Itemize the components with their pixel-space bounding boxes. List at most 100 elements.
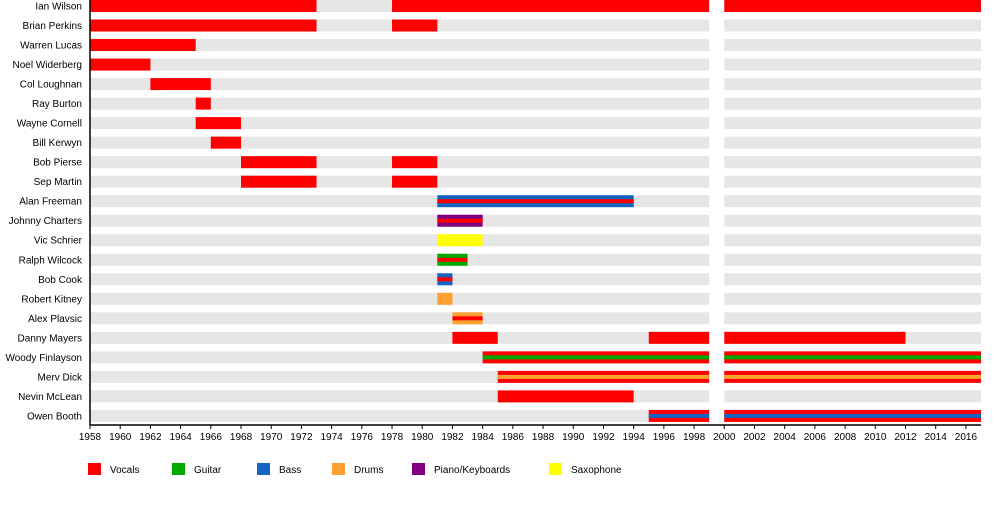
- row-background: [91, 136, 710, 149]
- member-bar: [437, 234, 483, 247]
- x-tick-label: 1966: [200, 432, 223, 443]
- member-label: Brian Perkins: [23, 21, 82, 32]
- legend-label: Piano/Keyboards: [434, 465, 510, 476]
- legend-swatch: [88, 463, 101, 475]
- member-label: Col Loughnan: [20, 80, 82, 91]
- member-bar-stripe: [437, 199, 634, 204]
- x-tick-label: 1960: [109, 432, 132, 443]
- x-tick-label: 2004: [774, 432, 797, 443]
- row-background: [724, 292, 981, 305]
- row-background: [724, 58, 981, 71]
- row-background: [91, 39, 710, 52]
- member-bar: [497, 390, 634, 403]
- row-background: [724, 253, 981, 266]
- member-bar: [437, 292, 453, 305]
- row-background: [724, 390, 981, 403]
- member-bar-stripe: [452, 316, 483, 321]
- row-background: [91, 292, 710, 305]
- row-background: [724, 312, 981, 325]
- x-tick-label: 2014: [925, 432, 948, 443]
- member-label: Warren Lucas: [20, 41, 82, 52]
- member-label: Owen Booth: [27, 411, 82, 422]
- member-label: Bob Cook: [38, 275, 83, 286]
- legend-label: Vocals: [110, 465, 139, 476]
- member-bar: [392, 156, 438, 169]
- legend-label: Guitar: [194, 465, 222, 476]
- row-background: [91, 234, 710, 247]
- member-bar-stripe: [724, 374, 981, 379]
- member-bar-stripe: [648, 413, 710, 418]
- member-label: Sep Martin: [34, 177, 82, 188]
- x-tick-label: 2006: [804, 432, 827, 443]
- member-bar: [648, 331, 710, 344]
- row-background: [724, 156, 981, 169]
- member-bar-stripe: [437, 218, 483, 223]
- legend-swatch: [332, 463, 345, 475]
- member-bar-stripe: [482, 355, 710, 360]
- member-bar: [241, 175, 317, 188]
- member-bar: [90, 39, 196, 52]
- x-tick-label: 1994: [623, 432, 646, 443]
- x-tick-label: 1984: [472, 432, 495, 443]
- x-tick-label: 2002: [743, 432, 766, 443]
- x-tick-label: 1980: [411, 432, 434, 443]
- member-bar: [210, 136, 242, 149]
- x-tick-label: 2010: [864, 432, 887, 443]
- row-background: [724, 234, 981, 247]
- member-label: Merv Dick: [38, 372, 83, 383]
- member-label: Wayne Cornell: [17, 119, 82, 130]
- x-tick-label: 2012: [894, 432, 917, 443]
- member-label: Vic Schrier: [34, 236, 83, 247]
- member-label: Bob Pierse: [33, 158, 82, 169]
- x-tick-label: 2016: [955, 432, 978, 443]
- x-tick-label: 1958: [79, 432, 102, 443]
- member-bar-stripe: [437, 277, 453, 282]
- member-bar-stripe: [724, 355, 981, 360]
- legend-swatch: [172, 463, 185, 475]
- row-background: [91, 78, 710, 91]
- member-bar: [724, 0, 981, 12]
- member-label: Ralph Wilcock: [19, 255, 83, 266]
- x-tick-label: 1992: [592, 432, 615, 443]
- member-bar: [90, 0, 317, 12]
- x-tick-label: 1972: [290, 432, 313, 443]
- legend-label: Bass: [279, 465, 301, 476]
- member-label: Noel Widerberg: [13, 60, 82, 71]
- member-label: Johnny Charters: [9, 216, 82, 227]
- x-tick-label: 2008: [834, 432, 857, 443]
- row-background: [91, 97, 710, 110]
- legend-label: Drums: [354, 465, 383, 476]
- x-tick-label: 1978: [381, 432, 404, 443]
- row-background: [724, 214, 981, 227]
- x-tick-label: 1970: [260, 432, 283, 443]
- legend-swatch: [549, 463, 562, 475]
- member-bar: [195, 117, 242, 130]
- row-background: [724, 175, 981, 188]
- x-tick-label: 1996: [653, 432, 676, 443]
- member-bar: [392, 175, 438, 188]
- x-tick-label: 1998: [683, 432, 706, 443]
- row-background: [91, 117, 710, 130]
- x-tick-label: 2000: [713, 432, 736, 443]
- row-background: [724, 136, 981, 149]
- member-bar: [452, 331, 498, 344]
- row-background: [91, 312, 710, 325]
- member-label: Woody Finlayson: [5, 353, 82, 364]
- member-bar: [241, 156, 317, 169]
- x-tick-label: 1962: [139, 432, 162, 443]
- x-tick-label: 1982: [441, 432, 464, 443]
- member-label: Robert Kitney: [21, 294, 82, 305]
- row-background: [724, 97, 981, 110]
- x-tick-label: 1974: [321, 432, 344, 443]
- member-label: Ian Wilson: [35, 2, 82, 13]
- member-label: Alan Freeman: [19, 197, 82, 208]
- row-background: [724, 273, 981, 286]
- member-label: Ray Burton: [32, 99, 82, 110]
- member-bar: [724, 331, 906, 344]
- member-bar: [90, 58, 151, 71]
- member-bar: [392, 0, 710, 12]
- member-bar: [392, 19, 438, 32]
- member-label: Nevin McLean: [18, 392, 82, 403]
- member-bar: [150, 78, 211, 91]
- row-background: [91, 331, 710, 344]
